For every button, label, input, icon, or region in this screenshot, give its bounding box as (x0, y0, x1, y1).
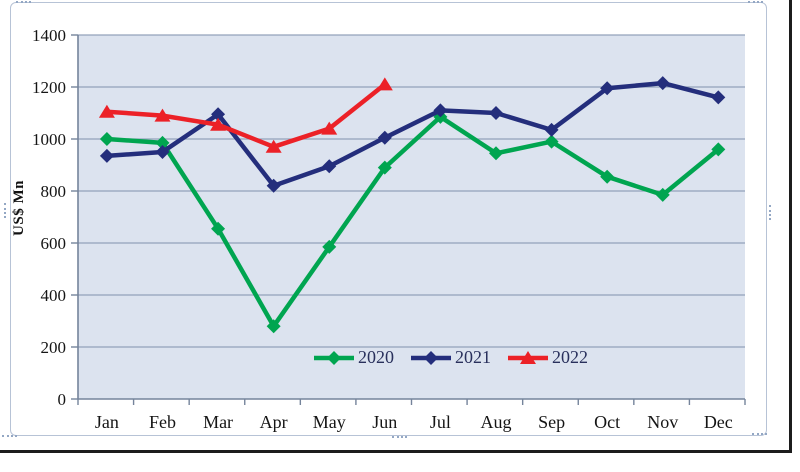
y-tick-label: 1200 (32, 78, 66, 97)
y-tick-label: 800 (41, 182, 67, 201)
marker-diamond-2020[interactable] (266, 319, 281, 334)
legend-label: 2020 (358, 347, 394, 367)
marker-diamond-2020[interactable] (711, 142, 726, 157)
legend-item-2022[interactable]: 2022 (507, 347, 588, 368)
marker-triangle-2022[interactable] (265, 139, 282, 153)
legend-marker-triangle (508, 350, 548, 364)
marker-diamond-2021[interactable] (377, 130, 392, 145)
x-tick-label: Mar (203, 412, 233, 432)
y-tick-label: 400 (41, 286, 67, 305)
series-line-2022[interactable] (106, 82, 387, 150)
x-tick-label: Feb (149, 412, 176, 432)
marker-diamond-2021[interactable] (655, 76, 670, 91)
marker-diamond-2021[interactable] (266, 178, 281, 193)
marker-diamond-2021[interactable] (488, 106, 503, 120)
selection-handle-top-right[interactable] (748, 1, 763, 3)
selection-handle-bottom-right[interactable] (752, 433, 767, 435)
legend-marker-diamond (314, 350, 354, 365)
series-line-2020[interactable] (106, 114, 720, 329)
marker-triangle-2022[interactable] (321, 121, 338, 135)
marker-diamond-2020[interactable] (155, 135, 170, 150)
legend-marker-diamond (411, 350, 451, 365)
chart-object-frame[interactable] (10, 2, 767, 436)
y-tick-label: 600 (41, 234, 67, 253)
selection-handle-mid-right[interactable] (769, 205, 771, 220)
x-tick-label: May (313, 412, 346, 432)
y-tick-label: 1000 (32, 130, 66, 149)
marker-diamond-2020[interactable] (544, 134, 559, 149)
selection-handle-bottom-center[interactable] (392, 436, 407, 438)
marker-diamond-2021[interactable] (322, 159, 337, 174)
x-tick-label: Nov (647, 412, 678, 432)
marker-triangle-2022[interactable] (376, 77, 393, 91)
legend-label: 2022 (552, 347, 588, 367)
legend-label: 2021 (455, 347, 491, 367)
x-tick-label: Sep (538, 412, 565, 432)
x-tick-label: Dec (704, 412, 733, 432)
y-tick-label: 0 (58, 390, 67, 409)
marker-diamond-2021[interactable] (211, 107, 226, 122)
selection-handle-bottom-left[interactable] (2, 435, 17, 437)
series-2021[interactable] (99, 76, 726, 193)
marker-diamond-2020[interactable] (377, 160, 392, 175)
x-tick-label: Jun (372, 412, 397, 432)
page-rule-vertical (789, 0, 792, 453)
marker-diamond-2021[interactable] (711, 90, 726, 105)
series-2020[interactable] (99, 109, 726, 334)
marker-diamond-2021[interactable] (433, 103, 448, 118)
marker-diamond-2020[interactable] (488, 146, 503, 161)
marker-diamond-2021[interactable] (99, 148, 114, 163)
legend-item-2020[interactable]: 2020 (313, 347, 394, 368)
legend-item-2021[interactable]: 2021 (410, 347, 491, 368)
x-tick-label: Apr (260, 412, 288, 432)
chart-legend[interactable]: 2020 2021 2022 (313, 347, 588, 368)
page-rule-horizontal (0, 450, 792, 453)
y-axis-title: US$ Mn (11, 180, 27, 236)
plot-area (78, 35, 745, 399)
series-2022[interactable] (98, 77, 393, 153)
marker-triangle-2022[interactable] (98, 104, 115, 118)
selection-handle-mid-left[interactable] (4, 203, 6, 218)
marker-triangle-2022[interactable] (210, 117, 227, 131)
marker-diamond-2020[interactable] (322, 239, 337, 254)
series-line-2021[interactable] (106, 80, 719, 189)
marker-diamond-2021[interactable] (155, 145, 170, 159)
marker-diamond-2020[interactable] (655, 187, 670, 202)
y-tick-label: 200 (41, 338, 67, 357)
y-tick-label: 1400 (32, 26, 66, 45)
marker-diamond-2020[interactable] (600, 169, 615, 184)
marker-diamond-2021[interactable] (600, 81, 615, 96)
marker-triangle-2022[interactable] (154, 108, 171, 122)
selection-handle-top-left[interactable] (16, 1, 31, 3)
x-tick-label: Oct (594, 412, 620, 432)
x-tick-label: Aug (480, 412, 511, 432)
x-tick-label: Jul (430, 412, 451, 432)
marker-diamond-2021[interactable] (544, 122, 559, 137)
marker-diamond-2020[interactable] (211, 221, 226, 236)
marker-diamond-2020[interactable] (99, 132, 114, 146)
x-tick-label: Jan (95, 412, 119, 432)
